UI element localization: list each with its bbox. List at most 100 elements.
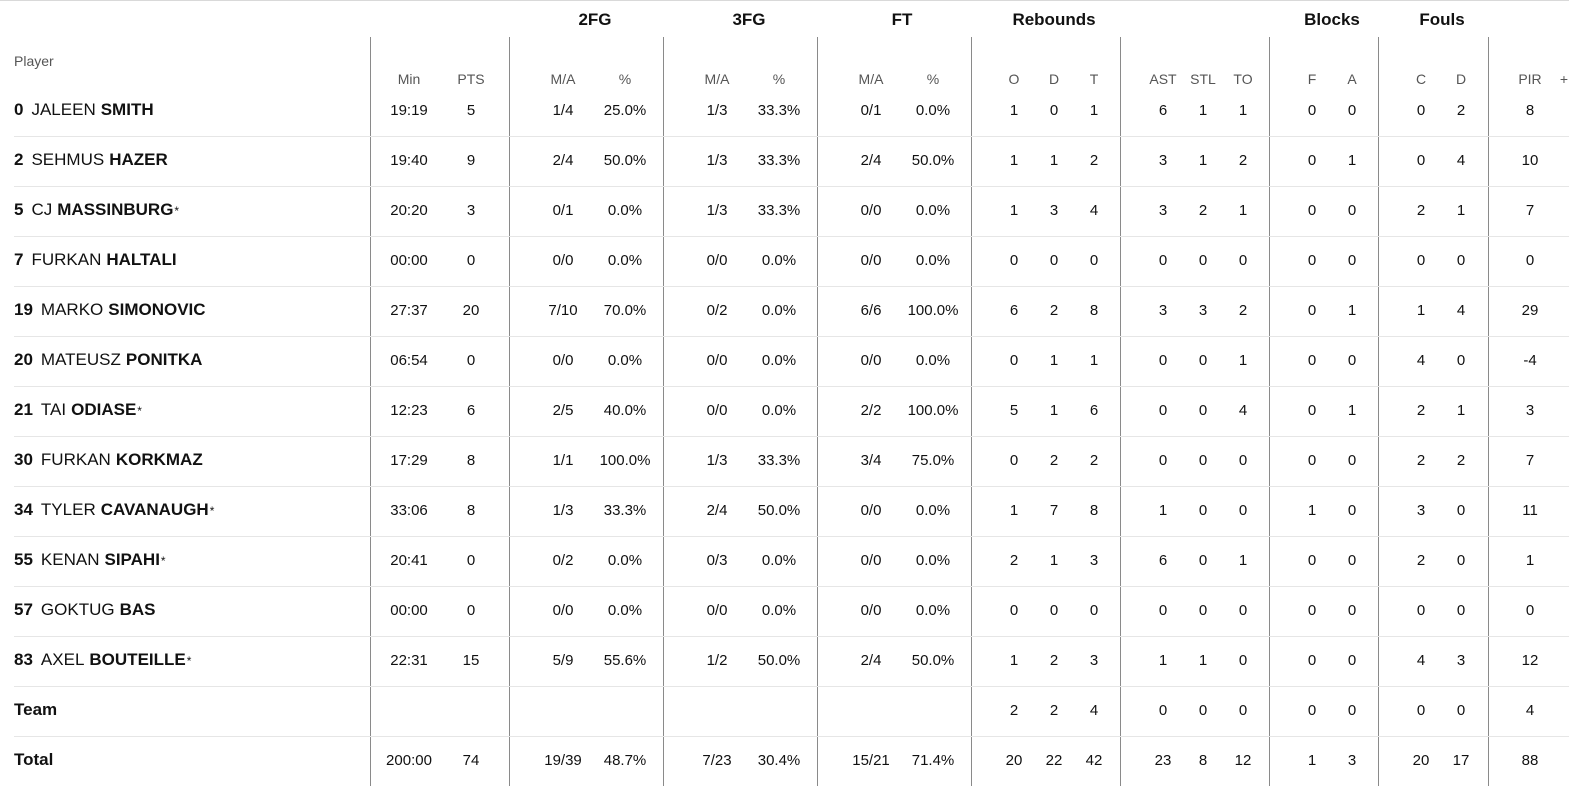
column-header[interactable]: F: [1307, 71, 1317, 87]
player-last-name: SMITH: [100, 100, 154, 119]
stat-cell: 50.0%: [757, 652, 801, 669]
stat-cell: 0: [1158, 252, 1168, 269]
stat-cell: 0: [1198, 402, 1208, 419]
player-number: 57: [14, 600, 33, 619]
player-row[interactable]: 19 MARKO SIMONOVIC 27:37 20 7/10 70.0% 0/2 0.0% 6…: [0, 287, 1569, 337]
group-header-ft: FT: [891, 10, 913, 29]
player-number: 21: [14, 400, 33, 419]
stat-cell: 0.0%: [761, 552, 797, 569]
player-row[interactable]: 0 JALEEN SMITH 19:19 5 1/4 25.0% 1/3 33.3% 0/1 0.0…: [0, 87, 1569, 137]
player-name[interactable]: 83 AXEL BOUTEILLE*: [14, 650, 191, 670]
player-last-name: SIMONOVIC: [108, 300, 206, 319]
player-first-name: CJ: [31, 200, 53, 219]
group-header-rebounds: Rebounds: [1012, 10, 1096, 29]
stat-cell: 7: [1049, 502, 1059, 519]
player-row[interactable]: 55 KENAN SIPAHI* 20:41 0 0/2 0.0% 0/3 0.0% 0/0 0.0…: [0, 537, 1569, 587]
stat-cell: 33.3%: [757, 152, 801, 169]
stat-cell: 0/0: [860, 202, 882, 219]
player-name[interactable]: 20 MATEUSZ PONITKA: [14, 350, 203, 370]
stat-cell: -4: [1523, 352, 1537, 369]
stat-cell: 0: [1049, 252, 1059, 269]
player-row[interactable]: 5 CJ MASSINBURG* 20:20 3 0/1 0.0% 1/3 33.3% 0/0 0.…: [0, 187, 1569, 237]
total-row: Total 200:00 74 19/39 48.7% 7/23 30.4% 15/21 71.…: [0, 737, 1569, 787]
column-header[interactable]: STL: [1190, 71, 1216, 87]
player-row[interactable]: 21 TAI ODIASE* 12:23 6 2/5 40.0% 0/0 0.0% 2/2 100.…: [0, 387, 1569, 437]
player-name[interactable]: 0 JALEEN SMITH: [14, 100, 155, 120]
player-row[interactable]: 20 MATEUSZ PONITKA 06:54 0 0/0 0.0% 0/0 0.0% 0/0 0…: [0, 337, 1569, 387]
stat-cell: 0: [1009, 352, 1019, 369]
column-header[interactable]: PIR: [1518, 71, 1542, 87]
stat-cell: 55.6%: [603, 652, 647, 669]
stat-cell: 0: [1347, 602, 1357, 619]
player-name[interactable]: 21 TAI ODIASE*: [14, 400, 142, 420]
stat-cell: 17: [1452, 752, 1470, 769]
column-header[interactable]: O: [1008, 71, 1020, 87]
player-name[interactable]: 55 KENAN SIPAHI*: [14, 550, 166, 570]
stat-cell: 50.0%: [757, 502, 801, 519]
stat-cell: 0: [1198, 352, 1208, 369]
column-header[interactable]: T: [1089, 71, 1099, 87]
column-header[interactable]: M/A: [858, 71, 884, 87]
column-header[interactable]: %: [772, 71, 786, 87]
stat-cell: 0/1: [552, 202, 574, 219]
player-row[interactable]: 7 FURKAN HALTALI 00:00 0 0/0 0.0% 0/0 0.0% 0/0 0.0…: [0, 237, 1569, 287]
column-header[interactable]: D: [1048, 71, 1060, 87]
stat-cell: 1: [1049, 552, 1059, 569]
stat-cell: 1/3: [706, 102, 728, 119]
column-header[interactable]: AST: [1149, 71, 1177, 87]
stat-cell: 0: [1198, 452, 1208, 469]
stat-cell: 12:23: [390, 402, 428, 419]
stat-cell: 0: [1347, 102, 1357, 119]
player-name[interactable]: 34 TYLER CAVANAUGH*: [14, 500, 214, 520]
column-header[interactable]: M/A: [550, 71, 576, 87]
player-name[interactable]: 30 FURKAN KORKMAZ: [14, 450, 204, 470]
column-header[interactable]: %: [618, 71, 632, 87]
stat-cell: 33.3%: [757, 452, 801, 469]
stat-cell: 0/3: [706, 552, 728, 569]
column-header[interactable]: Min: [397, 71, 421, 87]
column-header[interactable]: PTS: [457, 71, 485, 87]
stat-cell: 0: [1307, 152, 1317, 169]
stat-cell: 12: [1234, 752, 1252, 769]
group-header-3fg: 3FG: [732, 10, 766, 29]
column-header[interactable]: A: [1347, 71, 1357, 87]
column-header[interactable]: %: [926, 71, 940, 87]
player-name[interactable]: 7 FURKAN HALTALI: [14, 250, 178, 270]
column-header[interactable]: D: [1455, 71, 1467, 87]
player-row[interactable]: 2 SEHMUS HAZER 19:40 9 2/4 50.0% 1/3 33.3% 2/4 50.…: [0, 137, 1569, 187]
stat-cell: 2/2: [860, 402, 882, 419]
stat-cell: 2: [1416, 402, 1426, 419]
player-row[interactable]: 34 TYLER CAVANAUGH* 33:06 8 1/3 33.3% 2/4 50.0% 0…: [0, 487, 1569, 537]
stat-cell: 0.0%: [915, 252, 951, 269]
stat-cell: 0: [1456, 552, 1466, 569]
column-header[interactable]: TO: [1233, 71, 1253, 87]
player-name[interactable]: 2 SEHMUS HAZER: [14, 150, 169, 170]
player-first-name: TAI: [40, 400, 67, 419]
stat-cell: 27:37: [390, 302, 428, 319]
player-row[interactable]: 30 FURKAN KORKMAZ 17:29 8 1/1 100.0% 1/3 33.3% 3/…: [0, 437, 1569, 487]
player-last-name: BOUTEILLE: [89, 650, 186, 669]
player-first-name: AXEL: [40, 650, 85, 669]
player-row[interactable]: 57 GOKTUG BAS 00:00 0 0/0 0.0% 0/0 0.0% 0/0 0.0% 0 0…: [0, 587, 1569, 637]
player-row[interactable]: 83 AXEL BOUTEILLE* 22:31 15 5/9 55.6% 1/2 50.0% 2…: [0, 637, 1569, 687]
player-name[interactable]: 19 MARKO SIMONOVIC: [14, 300, 207, 320]
stat-cell: 0: [1158, 702, 1168, 719]
stat-cell: 0: [1456, 702, 1466, 719]
column-header[interactable]: +: [1559, 71, 1569, 87]
stat-cell: 0.0%: [915, 602, 951, 619]
stat-cell: 1: [1158, 502, 1168, 519]
stat-cell: 1: [1089, 102, 1099, 119]
stat-cell: 0.0%: [761, 602, 797, 619]
column-header[interactable]: C: [1415, 71, 1427, 87]
row-divider: [14, 286, 1569, 287]
stat-cell: 6/6: [860, 302, 882, 319]
row-divider: [14, 536, 1569, 537]
column-header[interactable]: M/A: [704, 71, 730, 87]
stat-cell: 0: [1416, 252, 1426, 269]
starter-mark: *: [209, 504, 215, 518]
player-name[interactable]: 57 GOKTUG BAS: [14, 600, 157, 620]
player-name[interactable]: 5 CJ MASSINBURG*: [14, 200, 179, 220]
stat-cell: 5: [466, 102, 476, 119]
stat-cell: 2: [1009, 552, 1019, 569]
stat-cell: 0.0%: [761, 252, 797, 269]
